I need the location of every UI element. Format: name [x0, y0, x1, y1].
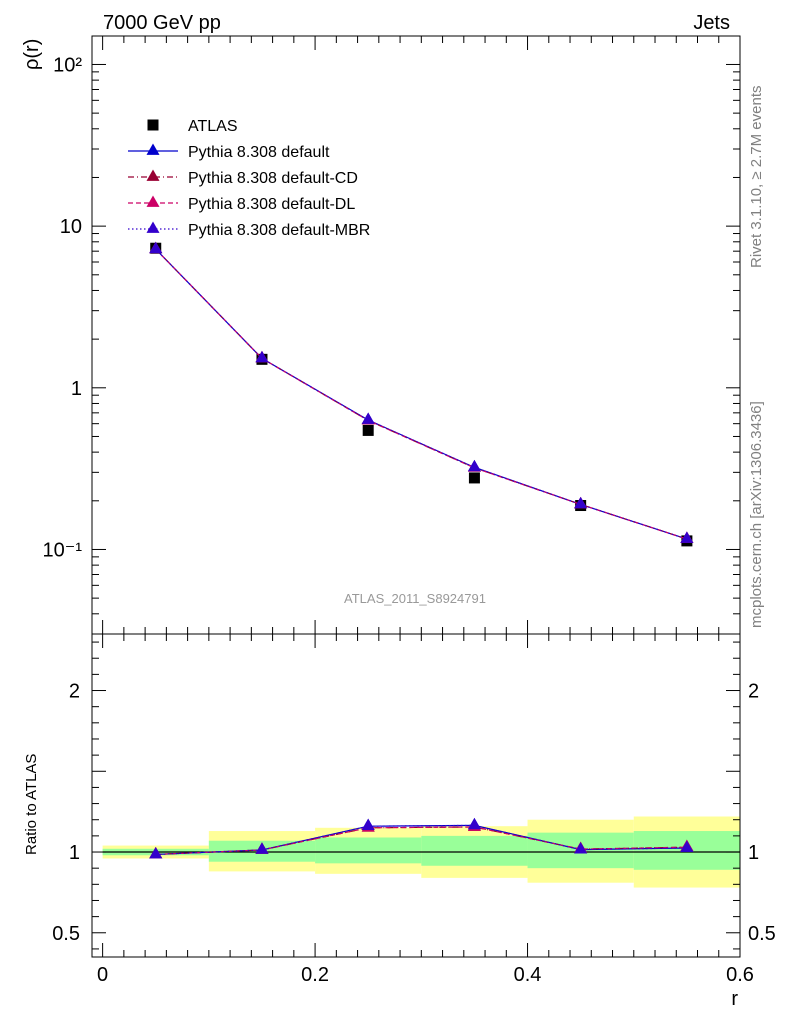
atlas-data-point — [468, 472, 480, 484]
atlas-data-point — [362, 424, 374, 436]
ratio-series-marker-dotted — [255, 842, 269, 854]
ratio-series-line-dotted — [155, 824, 687, 856]
main-series-marker-dotted — [680, 531, 694, 543]
ratio-series-marker-dotted — [361, 818, 375, 831]
legend-entry-label: Pythia 8.308 default-DL — [188, 196, 355, 213]
x-axis-label: r — [731, 988, 738, 1010]
main-series-marker-dotted — [574, 496, 588, 509]
ratio-x-tick-label: 0.4 — [514, 964, 542, 986]
rivet-version-label: Rivet 3.1.10, ≥ 2.7M events — [748, 86, 765, 269]
legend-marker-atlas — [147, 119, 159, 131]
main-series-marker-dotted — [149, 241, 163, 254]
header-right-label: Jets — [693, 12, 730, 34]
legend-entry-label: Pythia 8.308 default-CD — [188, 170, 358, 187]
legend-entry-label: Pythia 8.308 default — [188, 144, 330, 161]
main-series-marker-dotted — [255, 350, 269, 363]
ratio-y-tick-label-right: 0.5 — [748, 923, 776, 945]
legend-entry-label: ATLAS — [188, 118, 238, 135]
main-series-line-solid — [155, 248, 688, 540]
main-y-tick-label: 10⁻¹ — [43, 539, 83, 561]
main-series-marker-dotted — [361, 412, 375, 424]
main-y-axis-label: ρ(r) — [21, 39, 43, 70]
ratio-plot-frame — [91, 633, 741, 958]
ratio-y-tick-label-right: 1 — [748, 842, 759, 864]
ratio-y-tick-label-left: 2 — [69, 681, 80, 703]
main-y-tick-label: 10² — [53, 54, 82, 76]
ratio-series-marker-dotted — [574, 842, 588, 854]
ratio-x-tick-label: 0.2 — [301, 964, 329, 986]
ratio-y-tick-label-right: 2 — [748, 681, 759, 703]
ratio-x-tick-label: 0 — [97, 964, 108, 986]
ratio-uncertainty-band-inner — [315, 837, 422, 864]
ratio-y-tick-label-left: 0.5 — [52, 923, 80, 945]
ratio-y-tick-label-left: 1 — [69, 842, 80, 864]
legend-marker-triangle — [146, 169, 160, 181]
main-series-line-dashed — [155, 248, 688, 540]
legend-marker-triangle — [146, 143, 160, 155]
main-series-line-dashdot — [155, 248, 688, 540]
legend: ATLAS Pythia 8.308 default Pythia 8.308 de… — [128, 118, 370, 239]
mcplots-label: mcplots.cern.ch [arXiv:1306.3436] — [748, 401, 765, 628]
main-plot-panel: 10⁻¹ 1 10 10² ρ(r) — [21, 35, 741, 635]
main-y-tick-label: 10 — [60, 216, 82, 238]
ratio-series-marker-dotted — [680, 840, 694, 852]
legend-marker-triangle — [146, 221, 160, 233]
main-y-tick-label: 1 — [71, 378, 82, 400]
ratio-x-tick-label: 0.6 — [726, 964, 754, 986]
analysis-watermark: ATLAS_2011_S8924791 — [344, 591, 486, 606]
ratio-plot-panel: 0.5 0.5 1 1 2 2 0 0.2 0.4 0.6 Ratio to ATLAS r — [23, 633, 776, 1010]
ratio-series-marker-dotted — [149, 846, 163, 859]
legend-entry-label: Pythia 8.308 default-MBR — [188, 222, 370, 239]
legend-marker-triangle — [146, 195, 160, 207]
header-left-label: 7000 GeV pp — [103, 12, 221, 34]
ratio-uncertainty-band-inner — [421, 835, 528, 866]
ratio-series-marker-dotted — [467, 817, 481, 830]
main-series-marker-dotted — [467, 459, 481, 472]
ratio-y-axis-label: Ratio to ATLAS — [23, 754, 40, 855]
main-series-line-dotted — [155, 248, 688, 540]
